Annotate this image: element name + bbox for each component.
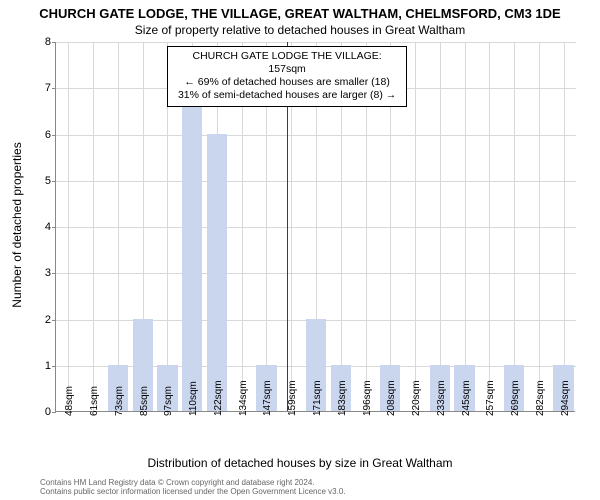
x-tick-label: 171sqm	[312, 380, 323, 416]
gridline-v	[440, 42, 441, 412]
x-tick-label: 110sqm	[188, 381, 199, 416]
annotation-line: 31% of semi-detached houses are larger (…	[174, 89, 400, 102]
x-tick-label: 208sqm	[386, 380, 397, 416]
y-tick-label: 2	[26, 314, 51, 326]
credit-line-2: Contains public sector information licen…	[40, 487, 346, 497]
chart-title-main: CHURCH GATE LODGE, THE VILLAGE, GREAT WA…	[0, 0, 600, 21]
gridline-v	[514, 42, 515, 412]
chart-area: 01234567848sqm61sqm73sqm85sqm97sqm110sqm…	[55, 42, 575, 412]
plot-area: 01234567848sqm61sqm73sqm85sqm97sqm110sqm…	[55, 42, 575, 412]
y-axis-label: Number of detached properties	[10, 142, 24, 307]
y-tick-mark	[52, 320, 56, 321]
x-tick-label: 122sqm	[213, 380, 224, 416]
x-tick-label: 73sqm	[114, 386, 125, 416]
x-tick-label: 269sqm	[510, 380, 521, 416]
x-tick-label: 282sqm	[535, 380, 546, 416]
x-tick-label: 183sqm	[337, 380, 348, 416]
x-tick-label: 159sqm	[287, 380, 298, 416]
annotation-line: ← 69% of detached houses are smaller (18…	[174, 76, 400, 89]
x-tick-label: 134sqm	[238, 380, 249, 416]
y-tick-label: 5	[26, 175, 51, 187]
gridline-v	[118, 42, 119, 412]
x-tick-label: 48sqm	[64, 386, 75, 416]
x-tick-label: 257sqm	[485, 380, 496, 416]
gridline-v	[539, 42, 540, 412]
y-tick-mark	[52, 135, 56, 136]
credit-line-1: Contains HM Land Registry data © Crown c…	[40, 478, 346, 488]
gridline-v	[93, 42, 94, 412]
gridline-v	[564, 42, 565, 412]
y-tick-mark	[52, 273, 56, 274]
x-tick-label: 233sqm	[436, 380, 447, 416]
y-tick-label: 3	[26, 267, 51, 279]
y-tick-mark	[52, 227, 56, 228]
y-tick-mark	[52, 181, 56, 182]
x-tick-label: 85sqm	[139, 386, 150, 416]
x-tick-label: 147sqm	[262, 380, 273, 416]
gridline-v	[415, 42, 416, 412]
y-tick-label: 0	[26, 406, 51, 418]
x-tick-label: 196sqm	[362, 380, 373, 416]
x-tick-label: 61sqm	[89, 386, 100, 416]
annotation-line: CHURCH GATE LODGE THE VILLAGE: 157sqm	[174, 50, 400, 76]
footer-credit: Contains HM Land Registry data © Crown c…	[40, 478, 346, 497]
bar	[182, 87, 202, 411]
bar	[207, 134, 227, 412]
y-tick-mark	[52, 88, 56, 89]
gridline-v	[465, 42, 466, 412]
x-tick-label: 220sqm	[411, 380, 422, 416]
gridline-v	[68, 42, 69, 412]
x-tick-label: 245sqm	[461, 380, 472, 416]
y-tick-label: 6	[26, 129, 51, 141]
gridline-v	[489, 42, 490, 412]
y-tick-label: 8	[26, 36, 51, 48]
y-tick-label: 1	[26, 360, 51, 372]
y-tick-mark	[52, 412, 56, 413]
y-tick-label: 7	[26, 82, 51, 94]
y-tick-mark	[52, 366, 56, 367]
chart-title-sub: Size of property relative to detached ho…	[0, 21, 600, 37]
y-tick-label: 4	[26, 221, 51, 233]
x-axis-label: Distribution of detached houses by size …	[0, 456, 600, 470]
x-tick-label: 97sqm	[163, 386, 174, 416]
x-tick-label: 294sqm	[560, 380, 571, 416]
y-tick-mark	[52, 42, 56, 43]
annotation-box: CHURCH GATE LODGE THE VILLAGE: 157sqm← 6…	[167, 46, 407, 107]
